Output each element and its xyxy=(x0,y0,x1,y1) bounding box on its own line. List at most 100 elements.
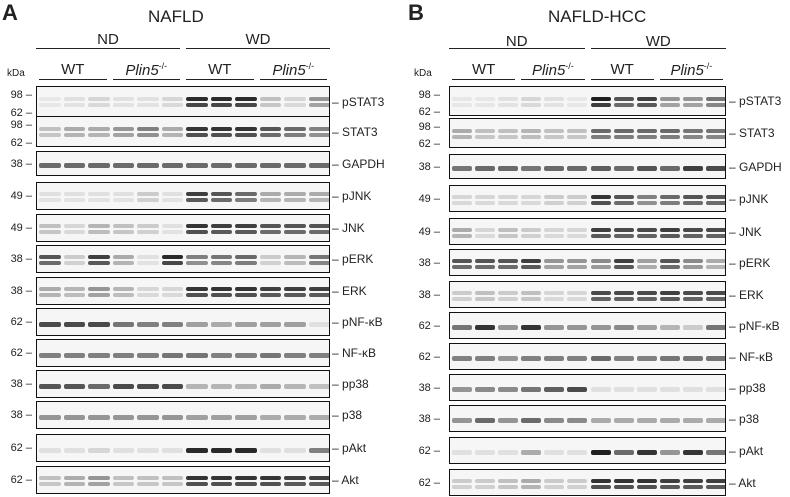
protein-band xyxy=(590,479,611,483)
protein-band xyxy=(613,259,634,263)
protein-band xyxy=(636,228,657,232)
protein-band xyxy=(475,450,496,455)
protein-band xyxy=(284,293,306,297)
protein-band xyxy=(186,97,208,101)
protein-band xyxy=(259,353,281,358)
protein-band xyxy=(682,450,703,455)
protein-band xyxy=(112,261,134,265)
protein-band xyxy=(88,384,110,389)
protein-band xyxy=(636,135,657,139)
protein-band xyxy=(235,163,257,168)
protein-band xyxy=(137,353,159,358)
protein-band xyxy=(284,103,306,107)
protein-band xyxy=(63,127,85,131)
protein-band xyxy=(659,97,680,101)
protein-band xyxy=(613,291,634,295)
genotype-superscript: -/- xyxy=(703,61,713,71)
protein-band xyxy=(63,384,85,389)
protein-band xyxy=(544,103,565,107)
protein-band xyxy=(544,325,565,330)
protein-band xyxy=(475,291,496,295)
protein-band xyxy=(210,198,232,202)
protein-band xyxy=(636,297,657,301)
protein-band xyxy=(613,228,634,232)
protein-band xyxy=(88,127,110,131)
blot-label: ERK xyxy=(729,289,764,301)
protein-band xyxy=(161,353,183,358)
protein-band xyxy=(659,259,680,263)
protein-band xyxy=(210,133,232,137)
blot-strip xyxy=(36,116,330,147)
protein-band xyxy=(659,129,680,133)
protein-band xyxy=(210,163,232,168)
protein-band xyxy=(308,224,329,228)
genotype-underline xyxy=(521,79,585,80)
protein-band xyxy=(161,103,183,107)
genotype-underline xyxy=(452,79,516,80)
protein-band xyxy=(590,201,611,205)
protein-band xyxy=(659,195,680,199)
protein-band xyxy=(284,415,306,420)
protein-band xyxy=(284,448,306,453)
kda-label: kDa xyxy=(7,68,25,79)
protein-band xyxy=(63,287,85,291)
genotype-underline xyxy=(112,79,180,80)
protein-band xyxy=(284,133,306,137)
protein-band xyxy=(112,353,134,358)
protein-band xyxy=(137,255,159,259)
protein-band xyxy=(705,195,725,199)
protein-band xyxy=(137,103,159,107)
protein-band xyxy=(636,129,657,133)
protein-band xyxy=(682,97,703,101)
protein-band xyxy=(112,198,134,202)
protein-band xyxy=(659,265,680,269)
protein-band xyxy=(590,291,611,295)
protein-band xyxy=(452,129,473,133)
genotype-label: Plin5-/- xyxy=(521,62,584,79)
protein-band xyxy=(475,356,496,361)
blot-strip xyxy=(449,218,726,245)
protein-band xyxy=(567,297,588,301)
protein-band xyxy=(567,479,588,483)
protein-band xyxy=(682,265,703,269)
protein-band xyxy=(590,450,611,455)
panel-letter: A xyxy=(2,0,18,25)
protein-band xyxy=(521,259,542,263)
protein-band xyxy=(498,479,519,483)
protein-band xyxy=(284,198,306,202)
protein-band xyxy=(544,297,565,301)
protein-band xyxy=(39,384,61,389)
mw-marker: 49 xyxy=(418,226,440,238)
protein-band xyxy=(544,450,565,455)
protein-band xyxy=(452,387,473,392)
protein-band xyxy=(137,198,159,202)
protein-band xyxy=(210,293,232,297)
protein-band xyxy=(521,356,542,361)
protein-band xyxy=(308,482,329,486)
blot-label: pNF-κB xyxy=(332,316,383,328)
protein-band xyxy=(567,97,588,101)
protein-band xyxy=(659,479,680,483)
mw-marker: 62 xyxy=(418,351,440,363)
protein-band xyxy=(137,163,159,168)
protein-band xyxy=(544,97,565,101)
protein-band xyxy=(259,384,281,389)
protein-band xyxy=(659,135,680,139)
protein-band xyxy=(235,415,257,420)
mw-marker: 62 xyxy=(418,107,440,118)
protein-band xyxy=(682,201,703,205)
protein-band xyxy=(705,259,725,263)
protein-band xyxy=(613,387,634,392)
protein-band xyxy=(308,415,329,420)
blot-strip xyxy=(36,466,330,494)
protein-band xyxy=(498,103,519,107)
protein-band xyxy=(39,261,61,265)
protein-band xyxy=(235,261,257,265)
protein-band xyxy=(161,287,183,291)
protein-band xyxy=(186,293,208,297)
genotype-underline xyxy=(590,79,654,80)
genotype-underline xyxy=(659,79,723,80)
protein-band xyxy=(682,291,703,295)
protein-band xyxy=(452,450,473,455)
protein-band xyxy=(88,353,110,358)
